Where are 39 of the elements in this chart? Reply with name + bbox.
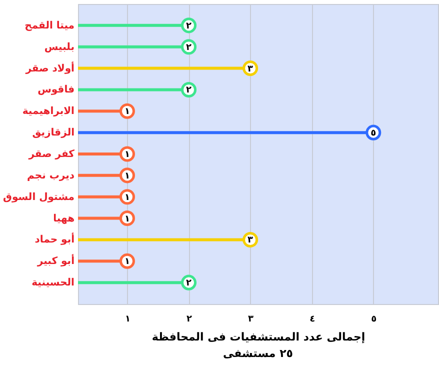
y-tick-label: أبو كبير — [36, 254, 74, 268]
data-label: ٢ — [186, 86, 192, 96]
data-label: ٣ — [248, 236, 254, 246]
data-label: ٣ — [248, 64, 254, 74]
y-tick-label: مشتول السوق — [3, 192, 74, 203]
y-tick-label: أولاد صقر — [24, 61, 74, 74]
x-tick-label: ٥ — [371, 314, 377, 324]
x-tick-label: ١ — [124, 314, 130, 324]
y-tick-label: كفر صقر — [28, 149, 75, 160]
x-tick-label: ٢ — [186, 314, 193, 324]
data-label: ١ — [124, 192, 130, 203]
y-tick-label: الزقازيق — [32, 128, 74, 139]
x-tick-label: ٤ — [310, 314, 316, 324]
x-axis-title: إجمالى عدد المستشفيات فى المحافظة — [152, 330, 366, 344]
y-tick-label: الحسينية — [32, 278, 74, 289]
text: ٢٥ مستشفى — [222, 347, 294, 360]
point — [119, 189, 135, 205]
point — [119, 210, 135, 226]
data-label: ٢ — [186, 42, 192, 53]
data-label: ٢ — [186, 278, 192, 289]
data-label: ٢ — [186, 21, 192, 32]
y-tick-label: ميتا القمح — [24, 20, 74, 32]
point — [119, 253, 135, 269]
y-tick-label: أبو حماد — [34, 232, 74, 246]
data-label: ١ — [124, 257, 130, 268]
point — [119, 168, 135, 184]
data-label: ١ — [124, 150, 130, 160]
data-label: ١ — [124, 171, 130, 182]
y-tick-label: الابراهيمية — [22, 106, 74, 118]
y-tick-label: ههيا — [53, 213, 75, 224]
y-tick-label: بلبيس — [44, 42, 74, 53]
y-tick-label: فاقوس — [38, 84, 74, 96]
x-tick-label: ٣ — [248, 314, 254, 324]
point — [119, 103, 135, 119]
y-tick-label: ديرب نجم — [27, 170, 74, 182]
point — [119, 146, 135, 162]
data-label: ٥ — [370, 128, 376, 139]
data-label: ١ — [124, 214, 130, 224]
data-label: ١ — [124, 107, 130, 118]
